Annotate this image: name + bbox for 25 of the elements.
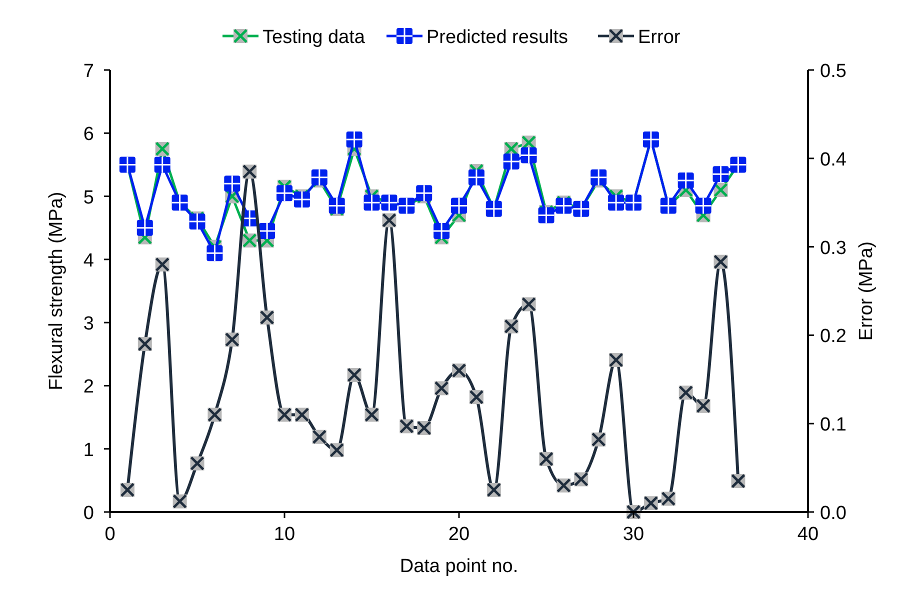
legend-label: Predicted results	[426, 27, 568, 48]
y2-tick-label: 0.4	[820, 149, 847, 170]
y-tick-label: 5	[83, 187, 94, 208]
x-tick-label: 30	[622, 524, 644, 545]
y2-axis-title: Error (MPa)	[856, 241, 877, 341]
legend-label: Testing data	[262, 27, 366, 48]
x-tick-label: 0	[104, 524, 116, 545]
legend-label: Error	[638, 27, 681, 48]
y-axis-title: Flexural strength (MPa)	[46, 192, 67, 390]
y-tick-label: 2	[83, 376, 94, 398]
y-tick-label: 4	[83, 250, 94, 272]
y2-tick-label: 0.0	[820, 503, 846, 524]
x-tick-label: 20	[448, 524, 470, 545]
y-tick-label: 0	[83, 503, 94, 524]
y2-tick-label: 0.3	[820, 238, 846, 259]
y-tick-label: 3	[83, 314, 94, 335]
y-tick-label: 1	[83, 440, 94, 461]
x-axis-title: Data point no.	[400, 556, 518, 577]
y2-tick-label: 0.1	[820, 414, 846, 436]
y-tick-label: 6	[83, 124, 94, 146]
y2-tick-label: 0.2	[820, 326, 846, 348]
y-tick-label: 7	[83, 61, 94, 82]
x-tick-label: 40	[797, 524, 819, 545]
x-tick-label: 10	[274, 524, 296, 545]
y2-tick-label: 0.5	[820, 61, 846, 82]
